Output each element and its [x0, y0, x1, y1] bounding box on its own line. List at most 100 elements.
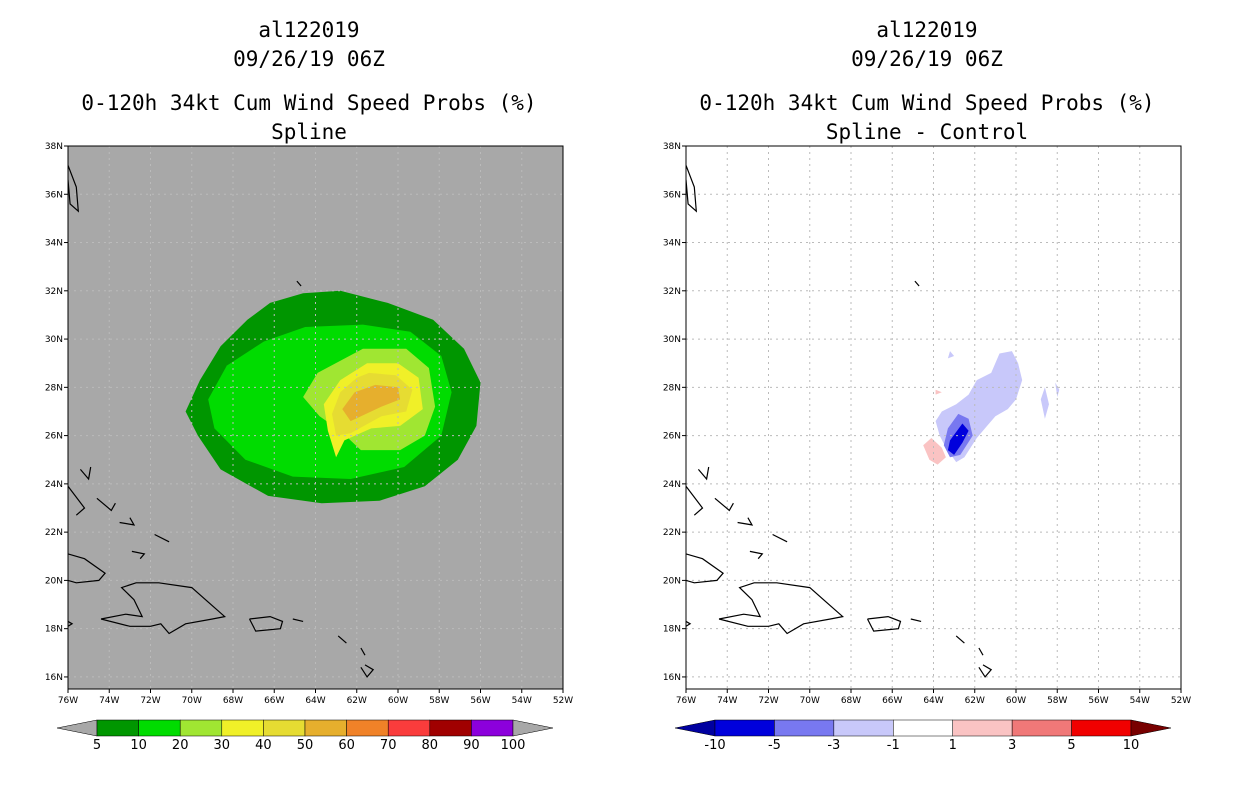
colorbar-label: -1 — [887, 738, 900, 753]
latitude-label: 24N — [663, 480, 681, 490]
colorbar-label: 10 — [130, 738, 147, 753]
longitude-label: 68W — [223, 696, 243, 706]
coastline-bermuda — [296, 280, 302, 287]
colorbar-swatch — [1011, 719, 1072, 737]
colorbar-label: 100 — [501, 738, 526, 753]
coastline-cuba-east — [68, 553, 106, 584]
latitude-label: 36N — [663, 190, 681, 200]
longitude-label: 56W — [1088, 696, 1108, 706]
longitude-label: 64W — [305, 696, 325, 706]
storm-id-title: al122019 — [876, 18, 978, 42]
longitude-label: 70W — [800, 696, 820, 706]
coastline-puerto-rico — [866, 615, 902, 632]
coastline-bahamas5 — [131, 550, 146, 560]
coastline-usvi — [292, 618, 304, 622]
colorbar-label: 70 — [380, 738, 397, 753]
latitude-label: 16N — [45, 673, 63, 683]
storm-id-title: al122019 — [258, 18, 360, 42]
latitude-label: 38N — [45, 142, 63, 152]
colorbar-label: 60 — [338, 738, 355, 753]
colorbar-label: 10 — [1123, 738, 1140, 753]
longitude-label: 60W — [1006, 696, 1026, 706]
right-map-panel: al122019 09/26/19 06Z 0-120h 34kt Cum Wi… — [618, 0, 1236, 800]
coastline-guadeloupe — [978, 664, 993, 678]
contour-shell — [923, 438, 946, 465]
colorbar-swatch — [471, 719, 514, 737]
colorbar-label: 5 — [1067, 738, 1075, 753]
longitude-label: 54W — [1130, 696, 1150, 706]
longitude-label: 52W — [553, 696, 573, 706]
latitude-label: 22N — [663, 528, 681, 538]
colorbar-right-arrow — [1130, 719, 1172, 737]
colorbar-swatch — [893, 719, 953, 737]
colorbar-label: 20 — [172, 738, 189, 753]
colorbar-swatch — [429, 719, 472, 737]
colorbar-swatch — [774, 719, 835, 737]
longitude-label: 58W — [1047, 696, 1067, 706]
coastline-bahamas5 — [749, 550, 764, 560]
difference-colorbar: -10 -5 -3 -1 1 3 5 10 — [674, 719, 1172, 753]
colorbar-label: 50 — [297, 738, 314, 753]
coastline-bahamas4 — [686, 485, 704, 516]
coastline-jamaica-tip — [68, 620, 74, 627]
colorbar-label: 90 — [463, 738, 480, 753]
latitude-label: 34N — [45, 239, 63, 249]
colorbar-swatch — [1071, 719, 1132, 737]
coastline-us-coast — [686, 165, 698, 213]
datetime-title: 09/26/19 06Z — [851, 47, 1003, 71]
colorbar-swatch — [96, 719, 139, 737]
coastline-turks — [772, 533, 788, 543]
latitude-label: 24N — [45, 480, 63, 490]
longitude-label: 70W — [182, 696, 202, 706]
product-subtitle: Spline - Control — [825, 120, 1029, 144]
latitude-label: 20N — [663, 576, 681, 586]
coastline-jamaica-tip — [686, 620, 692, 627]
coastline-bahamas4 — [68, 485, 86, 516]
contour-shell — [1055, 382, 1060, 397]
latitude-label: 26N — [45, 432, 63, 442]
latitude-label: 16N — [663, 673, 681, 683]
colorbar-swatch — [387, 719, 431, 737]
contour-shell — [935, 389, 942, 395]
longitude-label: 62W — [965, 696, 985, 706]
colorbar-swatch — [833, 719, 894, 737]
colorbar-swatch — [714, 719, 775, 737]
colorbar-swatch — [952, 719, 1013, 737]
latitude-label: 20N — [45, 576, 63, 586]
longitude-label: 54W — [512, 696, 532, 706]
product-title: 0-120h 34kt Cum Wind Speed Probs (%) — [699, 91, 1155, 115]
coastline-usvi — [910, 618, 922, 622]
latitude-label: 28N — [663, 383, 681, 393]
map-content — [68, 146, 563, 689]
colorbar-label: 1 — [949, 738, 957, 753]
colorbar-swatch — [138, 719, 181, 737]
coastline-bahamas1 — [79, 466, 92, 481]
coastline-leewards1 — [955, 635, 965, 644]
colorbar-label: 40 — [255, 738, 272, 753]
colorbar-left-arrow — [674, 719, 716, 737]
coastline-turks — [154, 533, 170, 543]
latitude-label: 28N — [45, 383, 63, 393]
coastline-guadeloupe — [360, 664, 375, 678]
colorbar-label: 80 — [422, 738, 439, 753]
probability-colorbar: 5 10 20 30 40 50 60 70 80 90 100 — [56, 719, 554, 753]
map-content — [686, 146, 1181, 689]
colorbar-swatch — [346, 719, 389, 737]
colorbar-label: 30 — [214, 738, 231, 753]
coastline-leewards2 — [978, 647, 984, 656]
product-title: 0-120h 34kt Cum Wind Speed Probs (%) — [81, 91, 537, 115]
longitude-label: 52W — [1171, 696, 1191, 706]
longitude-label: 76W — [676, 696, 696, 706]
coastline-bahamas2 — [714, 497, 734, 512]
latitude-label: 32N — [663, 287, 681, 297]
colorbar-label: 5 — [93, 738, 101, 753]
longitude-label: 66W — [264, 696, 284, 706]
longitude-label: 74W — [717, 696, 737, 706]
product-subtitle: Spline — [271, 120, 347, 144]
latitude-label: 22N — [45, 528, 63, 538]
latitude-label: 38N — [663, 142, 681, 152]
colorbar-swatch — [304, 719, 347, 737]
longitude-label: 56W — [470, 696, 490, 706]
colorbar-label: -3 — [827, 738, 840, 753]
longitude-label: 68W — [841, 696, 861, 706]
